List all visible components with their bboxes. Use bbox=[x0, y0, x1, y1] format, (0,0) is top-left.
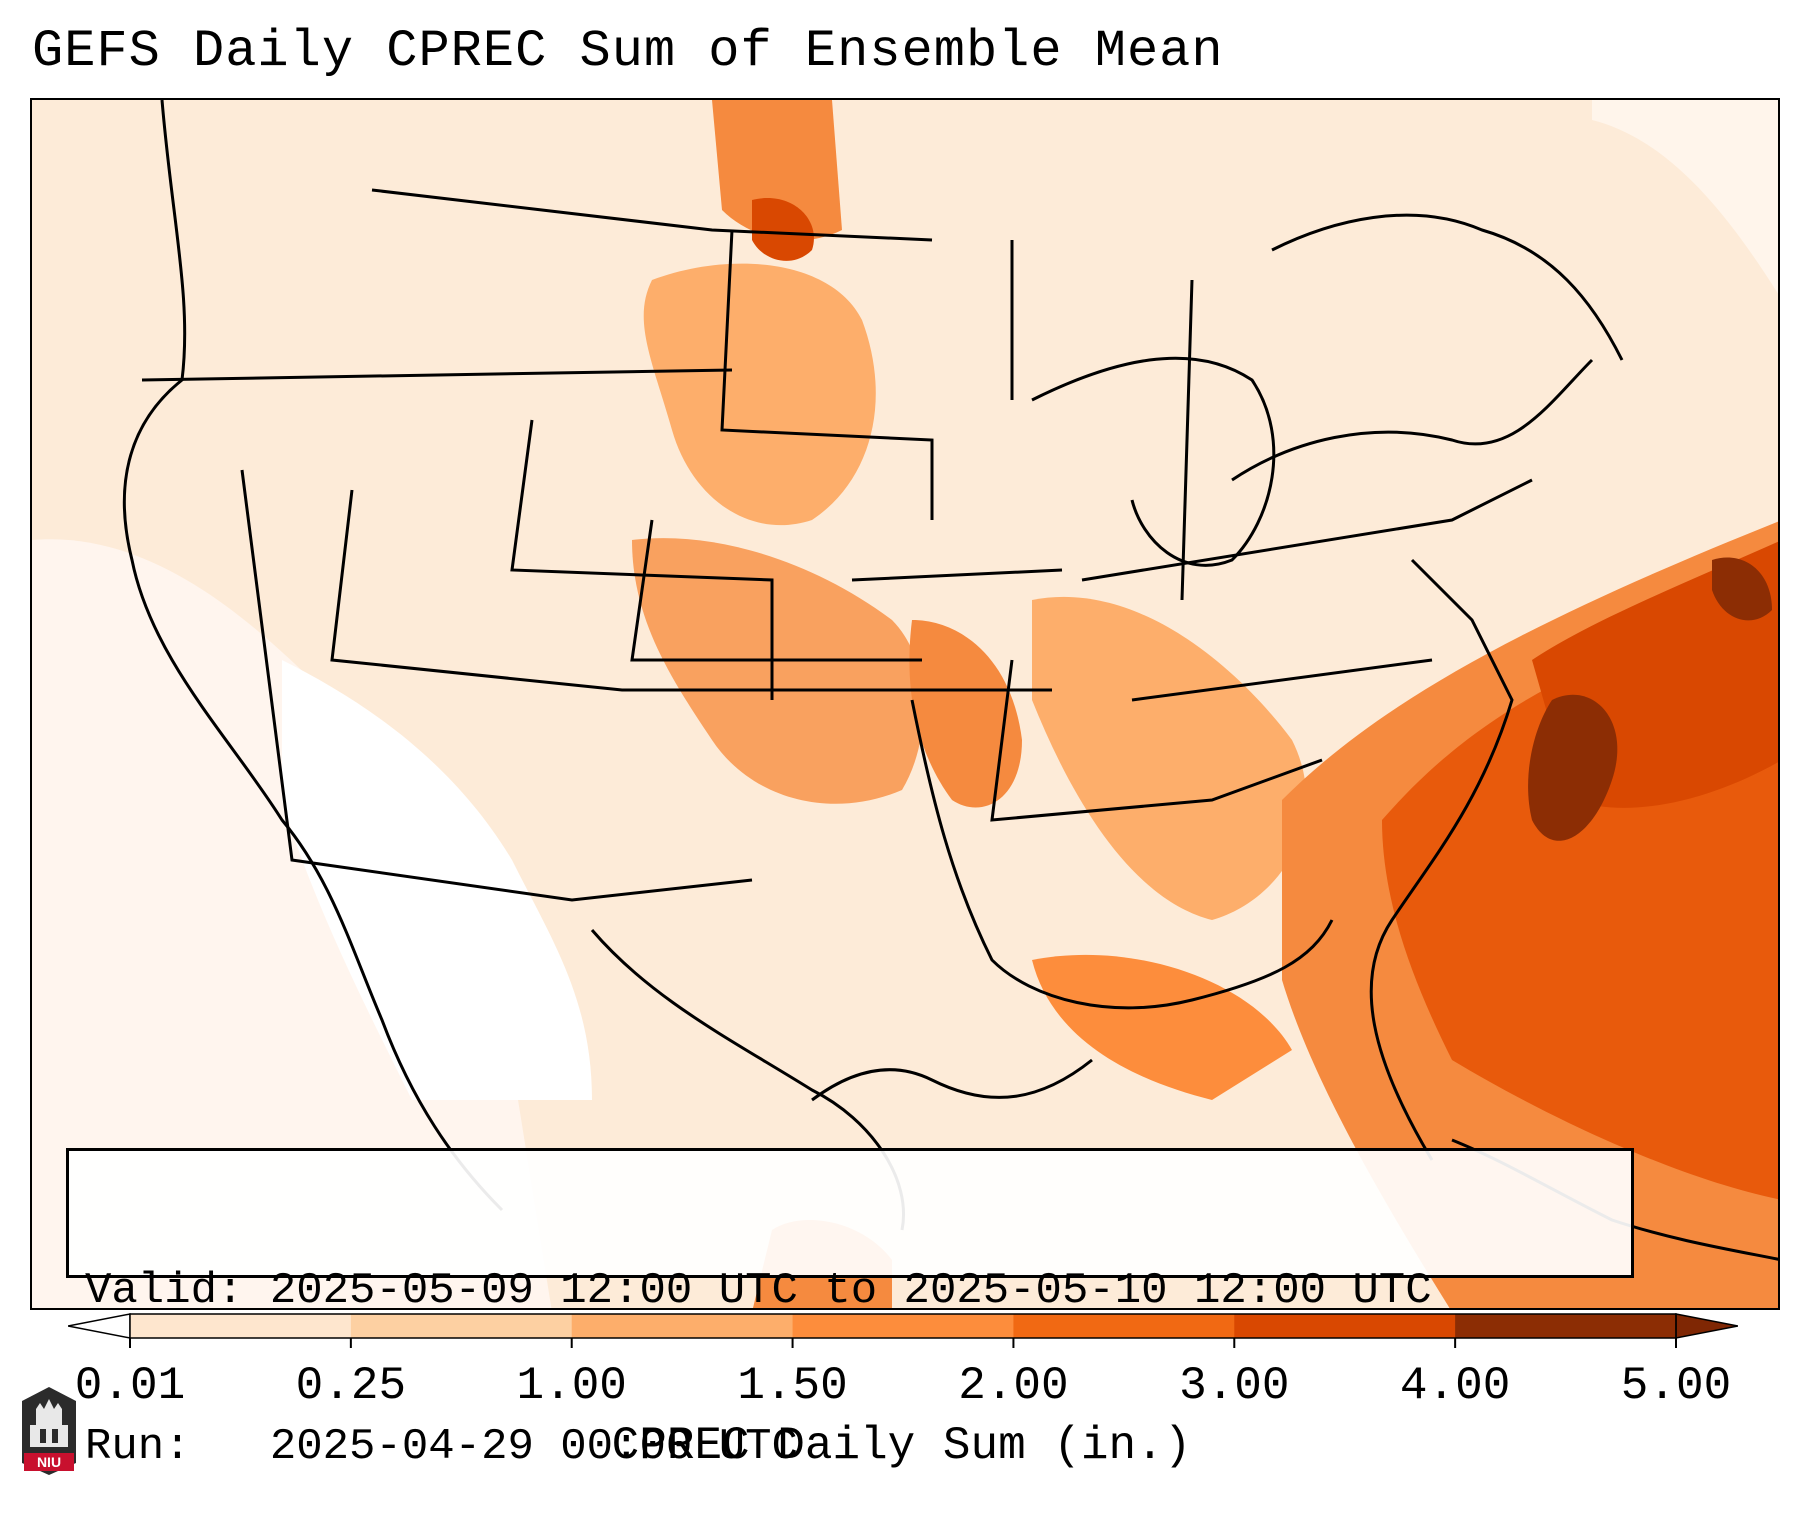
colorbar-segment bbox=[130, 1314, 352, 1338]
colorbar-segment bbox=[1234, 1314, 1456, 1338]
colorbar-tick-labels: 0.01 0.25 1.00 1.50 2.00 3.00 4.00 5.00 bbox=[0, 1360, 1803, 1420]
colorbar-segment bbox=[350, 1314, 573, 1338]
precip-map bbox=[30, 98, 1780, 1310]
map-canvas bbox=[32, 100, 1778, 1308]
colorbar-tick-label: 4.00 bbox=[1399, 1360, 1511, 1412]
colorbar-tick-label: 0.25 bbox=[295, 1360, 407, 1412]
precip-shading bbox=[32, 100, 1778, 1308]
colorbar-tick-label: 1.00 bbox=[516, 1360, 627, 1412]
colorbar-segment bbox=[792, 1314, 1014, 1338]
colorbar bbox=[68, 1313, 1738, 1348]
colorbar-outline bbox=[129, 1313, 1677, 1339]
colorbar-segment bbox=[1013, 1314, 1235, 1338]
colorbar-tick-label: 1.50 bbox=[737, 1360, 848, 1412]
colorbar-over-arrow bbox=[1675, 1313, 1738, 1339]
colorbar-segment bbox=[1455, 1314, 1677, 1338]
colorbar-tick-label: 5.00 bbox=[1620, 1360, 1732, 1412]
valid-time-text: Valid: 2025-05-09 12:00 UTC to 2025-05-1… bbox=[85, 1266, 1432, 1316]
colorbar-segment bbox=[571, 1314, 794, 1338]
colorbar-tick-label: 3.00 bbox=[1179, 1360, 1290, 1412]
niu-logo: NIU bbox=[22, 1387, 76, 1475]
colorbar-tick-label: 2.00 bbox=[958, 1360, 1069, 1412]
map-title: GEFS Daily CPREC Sum of Ensemble Mean bbox=[32, 22, 1224, 81]
colorbar-tick-label: 0.01 bbox=[74, 1360, 186, 1412]
logo-text: NIU bbox=[37, 1454, 61, 1470]
valid-run-info-box: Valid: 2025-05-09 12:00 UTC to 2025-05-1… bbox=[66, 1148, 1634, 1472]
run-time-text: Run: 2025-04-29 00:00 UTC bbox=[85, 1422, 798, 1472]
colorbar-under-arrow bbox=[68, 1313, 131, 1339]
colorbar-label: CPREC Daily Sum (in.) bbox=[611, 1420, 1192, 1472]
